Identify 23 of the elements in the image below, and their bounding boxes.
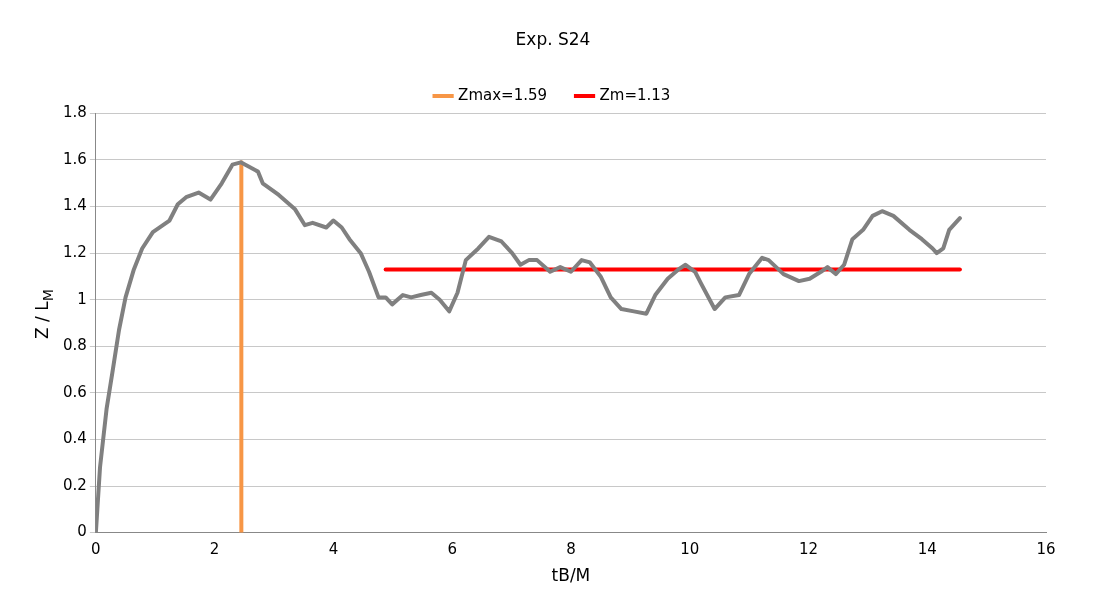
- x-tick-label: 6: [447, 540, 457, 559]
- x-tick-label: 14: [917, 540, 937, 559]
- y-tick-label: 0.6: [63, 382, 87, 401]
- x-tick-label: 4: [328, 540, 339, 559]
- y-tick-label: 0: [77, 522, 87, 541]
- y-tick-label: 1.8: [63, 103, 87, 122]
- y-tick-label: 1.2: [63, 243, 87, 262]
- legend-label: Zmax=1.59: [458, 85, 548, 104]
- x-axis-title: tB/M: [551, 565, 591, 586]
- x-tick-label: 2: [209, 540, 220, 559]
- legend-label: Zm=1.13: [599, 85, 671, 104]
- y-tick-label: 1.4: [63, 196, 87, 215]
- x-tick-label: 16: [1036, 540, 1056, 559]
- x-tick-label: 10: [680, 540, 700, 559]
- y-tick-label: 0.8: [63, 336, 87, 355]
- y-tick-label: 0.4: [63, 429, 87, 448]
- y-tick-label: 1.6: [63, 149, 87, 168]
- x-tick-label: 12: [798, 540, 819, 559]
- x-tick-label: 0: [91, 540, 101, 559]
- y-tick-label: 0.2: [63, 475, 87, 494]
- chart-title: Exp. S24: [515, 28, 591, 49]
- x-tick-label: 8: [566, 540, 576, 559]
- y-tick-label: 1: [77, 289, 87, 308]
